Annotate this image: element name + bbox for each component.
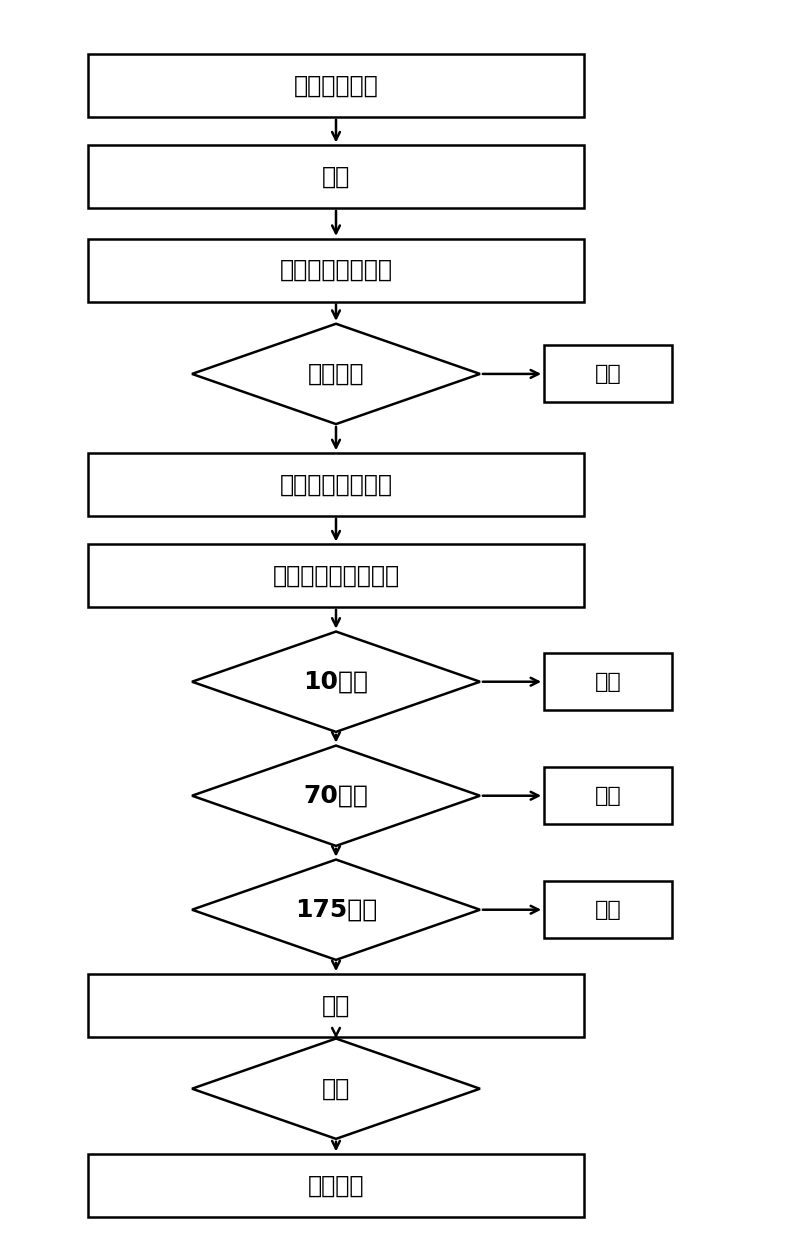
Bar <box>88 453 584 515</box>
Text: 合格粉料: 合格粉料 <box>308 1174 364 1198</box>
Text: 烘烤: 烘烤 <box>322 993 350 1017</box>
Text: 烘烤通入少量空气: 烘烤通入少量空气 <box>279 258 393 282</box>
Polygon shape <box>192 632 480 732</box>
Polygon shape <box>192 324 480 424</box>
Polygon shape <box>192 1038 480 1139</box>
Bar <box>88 238 584 301</box>
Bar <box>88 54 584 117</box>
Bar <box>88 1154 584 1216</box>
Text: 70目筛: 70目筛 <box>303 784 369 808</box>
Polygon shape <box>192 746 480 846</box>
Bar <box>88 974 584 1037</box>
Text: 夹具: 夹具 <box>322 164 350 188</box>
Text: 冷却检测: 冷却检测 <box>308 362 364 386</box>
Text: 175目筛: 175目筛 <box>295 898 377 922</box>
Polygon shape <box>192 859 480 959</box>
Text: 筛分: 筛分 <box>322 1077 350 1101</box>
Bar <box>544 345 672 403</box>
Text: 混料机加入少量锆珠: 混料机加入少量锆珠 <box>273 564 399 588</box>
Text: 碎屑: 碎屑 <box>594 786 622 806</box>
Text: 浆料或正极片: 浆料或正极片 <box>294 74 378 98</box>
Text: 10目筛: 10目筛 <box>303 670 369 693</box>
Bar <box>544 882 672 938</box>
Text: 碎屑: 碎屑 <box>594 672 622 692</box>
Bar <box>88 145 584 208</box>
Text: 好的浆料或正极片: 好的浆料或正极片 <box>279 473 393 497</box>
Text: 碎屑: 碎屑 <box>594 364 622 384</box>
Text: 碎屑: 碎屑 <box>594 899 622 919</box>
Bar <box>544 653 672 710</box>
Bar <box>88 544 584 607</box>
Bar <box>544 767 672 824</box>
